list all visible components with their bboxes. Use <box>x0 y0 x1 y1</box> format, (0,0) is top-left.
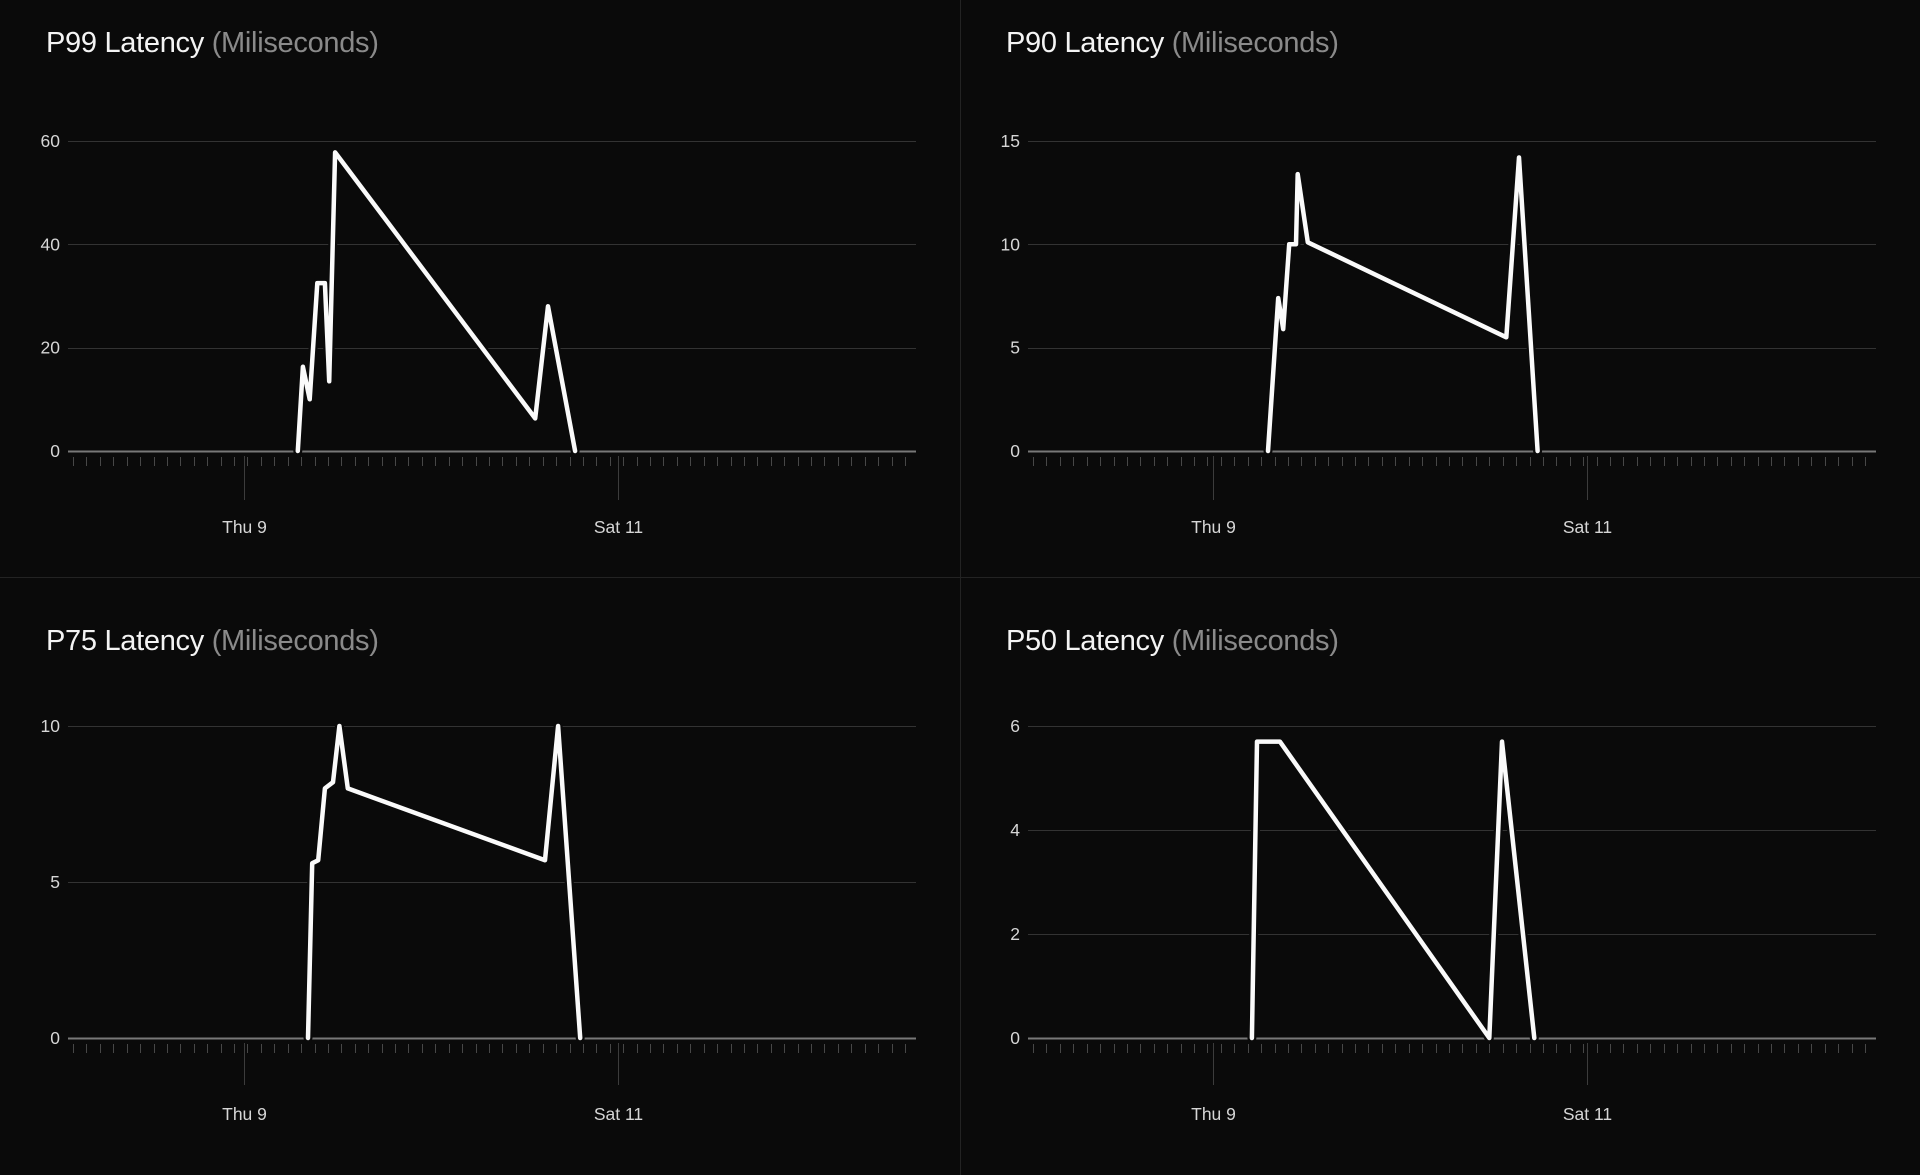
gridlines <box>1028 141 1876 453</box>
chart-plot-p75[interactable]: 0 5 10 Thu 9 Sat 11 <box>0 577 960 1175</box>
y-tick-label: 0 <box>1010 441 1020 461</box>
chart-title: P99 Latency (Miliseconds) <box>46 27 379 60</box>
x-tick-label: Sat 11 <box>1563 517 1612 537</box>
y-tick-label: 4 <box>1010 820 1020 840</box>
panel-p75-latency: P75 Latency (Miliseconds) 0 5 10 Thu 9 Sat 1… <box>0 577 960 1175</box>
x-tick-label: Sat 11 <box>594 517 643 537</box>
x-axis-ticks <box>73 1043 906 1085</box>
gridlines <box>68 726 916 1040</box>
x-tick-label: Thu 9 <box>222 1104 267 1124</box>
y-tick-label: 0 <box>50 441 60 461</box>
y-tick-label: 6 <box>1010 716 1020 736</box>
y-tick-label: 0 <box>1010 1028 1020 1048</box>
chart-subtitle: (Miliseconds) <box>1171 625 1339 657</box>
x-axis-ticks <box>73 456 906 500</box>
y-tick-label: 60 <box>41 131 61 151</box>
panel-divider-horizontal <box>0 577 1920 578</box>
x-axis-ticks <box>1033 1043 1866 1085</box>
panel-divider-vertical <box>960 0 961 1175</box>
series-line <box>1249 739 1537 1041</box>
series-line <box>295 150 578 454</box>
series-line-halo <box>1263 153 1543 456</box>
y-tick-label: 0 <box>50 1028 60 1048</box>
gridlines <box>1028 726 1876 1040</box>
x-tick-label: Thu 9 <box>1191 517 1236 537</box>
series-line <box>305 723 583 1041</box>
chart-title-main: P50 Latency <box>1006 625 1164 657</box>
chart-title-main: P90 Latency <box>1006 27 1164 59</box>
axis-labels: 0 20 40 60 Thu 9 Sat 11 <box>41 131 644 537</box>
x-tick-label: Sat 11 <box>594 1104 643 1124</box>
chart-title: P75 Latency (Miliseconds) <box>46 625 379 658</box>
panel-p90-latency: P90 Latency (Miliseconds) 0 5 10 15 Thu 9 Sat… <box>960 0 1920 577</box>
x-tick-label: Thu 9 <box>1191 1104 1236 1124</box>
y-tick-label: 10 <box>1001 234 1021 254</box>
y-tick-label: 10 <box>41 716 61 736</box>
y-tick-label: 40 <box>41 234 61 254</box>
axis-labels: 0 5 10 15 Thu 9 Sat 11 <box>1001 131 1613 537</box>
chart-plot-p90[interactable]: 0 5 10 15 Thu 9 Sat 11 <box>960 0 1920 577</box>
chart-subtitle: (Miliseconds) <box>211 27 379 59</box>
axis-labels: 0 2 4 6 Thu 9 Sat 11 <box>1010 716 1612 1124</box>
y-tick-label: 5 <box>1010 338 1020 358</box>
y-tick-label: 2 <box>1010 924 1020 944</box>
x-tick-label: Thu 9 <box>222 517 267 537</box>
panel-p99-latency: P99 Latency (Miliseconds) 0 20 40 60 Thu 9 Sa… <box>0 0 960 577</box>
chart-title: P50 Latency (Miliseconds) <box>1006 625 1339 658</box>
chart-subtitle: (Miliseconds) <box>1171 27 1339 59</box>
chart-title: P90 Latency (Miliseconds) <box>1006 27 1339 60</box>
chart-plot-p50[interactable]: 0 2 4 6 Thu 9 Sat 11 <box>960 577 1920 1175</box>
gridlines <box>68 141 916 453</box>
y-tick-label: 15 <box>1001 131 1020 151</box>
series-line-halo <box>293 147 580 456</box>
y-tick-label: 20 <box>41 338 61 358</box>
y-tick-label: 5 <box>50 872 60 892</box>
chart-title-main: P99 Latency <box>46 27 204 59</box>
x-axis-ticks <box>1033 456 1866 500</box>
chart-plot-p99[interactable]: 0 20 40 60 Thu 9 Sat 11 <box>0 0 960 577</box>
chart-subtitle: (Miliseconds) <box>211 625 379 657</box>
x-tick-label: Sat 11 <box>1563 1104 1612 1124</box>
axis-labels: 0 5 10 Thu 9 Sat 11 <box>41 716 644 1124</box>
series-line <box>1265 155 1540 454</box>
panel-p50-latency: P50 Latency (Miliseconds) 0 2 4 6 Thu 9 Sat 1… <box>960 577 1920 1175</box>
chart-title-main: P75 Latency <box>46 625 204 657</box>
